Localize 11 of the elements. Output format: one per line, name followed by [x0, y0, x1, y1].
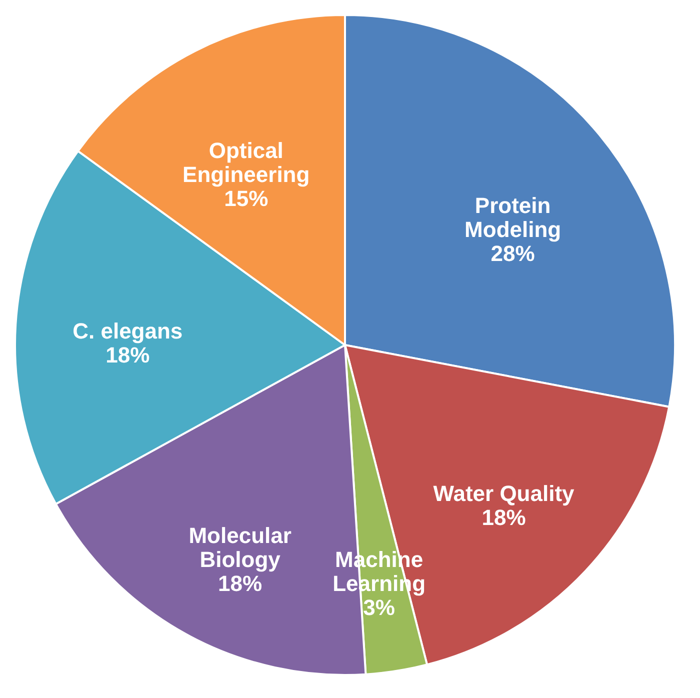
slice-label: Optical Engineering [182, 138, 310, 187]
slice-label: Molecular Biology [188, 522, 292, 572]
data-label: 18% [106, 342, 150, 368]
slice-label: C. elegans [72, 318, 183, 344]
data-label: 18% [218, 570, 262, 596]
data-label: 3% [363, 595, 395, 620]
slice-label: Water Quality [433, 481, 576, 506]
data-label: 18% [482, 505, 526, 530]
data-label: 15% [224, 186, 268, 211]
data-label: 28% [490, 241, 535, 266]
slice-label: Protein Modeling [464, 193, 562, 242]
